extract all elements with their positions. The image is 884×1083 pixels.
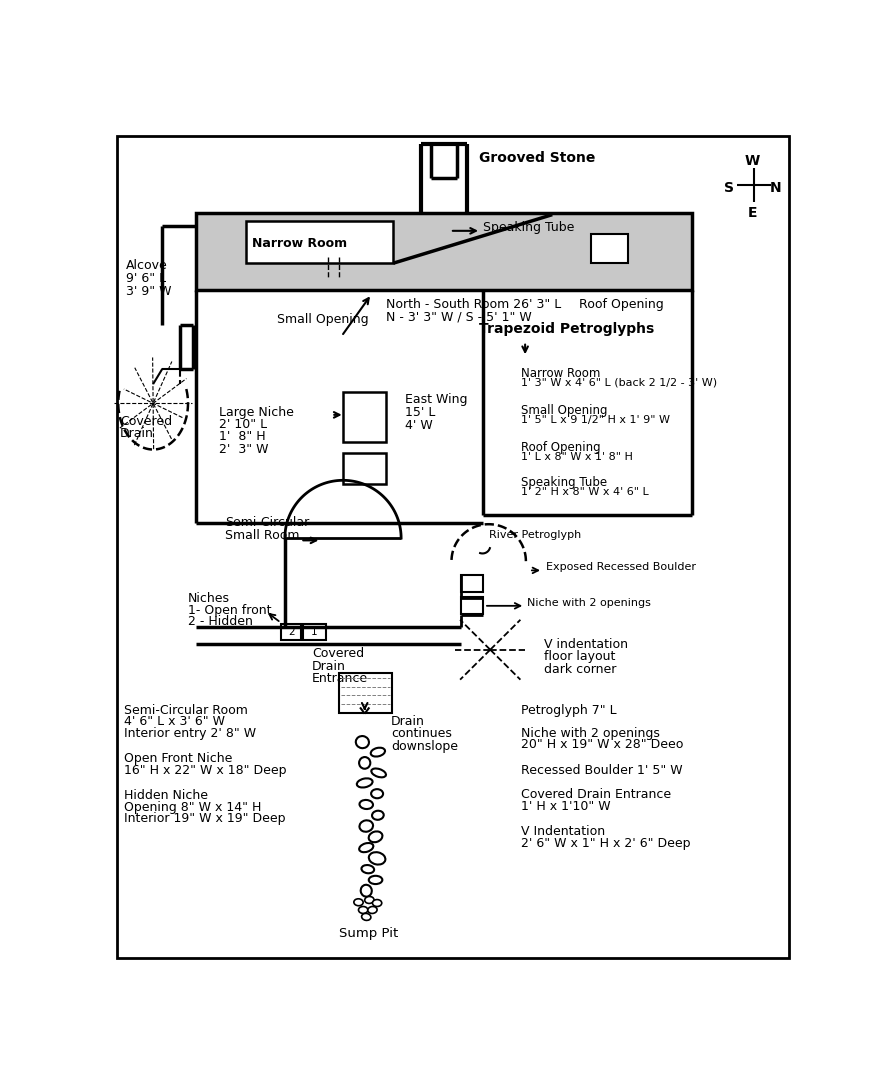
Text: 4' W: 4' W: [405, 419, 433, 432]
Text: 1' 5" L x 9 1/2" H x 1' 9" W: 1' 5" L x 9 1/2" H x 1' 9" W: [522, 415, 670, 425]
Ellipse shape: [372, 900, 382, 906]
Ellipse shape: [360, 800, 373, 809]
Text: E: E: [748, 206, 757, 220]
Text: 1' 3" W x 4' 6" L (back 2 1/2 - 3' W): 1' 3" W x 4' 6" L (back 2 1/2 - 3' W): [522, 378, 718, 388]
Bar: [246, 221, 393, 263]
Text: Covered: Covered: [120, 415, 171, 428]
Text: Hidden Niche: Hidden Niche: [125, 790, 209, 803]
Text: floor layout: floor layout: [545, 651, 616, 664]
Text: 1' 2" H x 8" W x 4' 6" L: 1' 2" H x 8" W x 4' 6" L: [522, 487, 649, 497]
Text: East Wing: East Wing: [405, 393, 468, 406]
Text: 2: 2: [288, 627, 294, 637]
Text: dark corner: dark corner: [545, 663, 617, 676]
Text: 2' 6" W x 1" H x 2' 6" Deep: 2' 6" W x 1" H x 2' 6" Deep: [522, 837, 690, 850]
Text: V indentation: V indentation: [545, 638, 629, 651]
Text: River Petroglyph: River Petroglyph: [489, 531, 581, 540]
Text: 2' 10" L: 2' 10" L: [219, 418, 267, 431]
Ellipse shape: [355, 736, 369, 748]
Text: Semi-Circular: Semi-Circular: [225, 517, 309, 530]
Text: Small Opening: Small Opening: [522, 404, 608, 417]
Text: North - South Room 26' 3" L: North - South Room 26' 3" L: [385, 298, 560, 311]
Text: Small Room: Small Room: [225, 529, 300, 542]
Text: 4' 6" L x 3' 6" W: 4' 6" L x 3' 6" W: [125, 715, 225, 728]
Text: 9' 6" L: 9' 6" L: [126, 272, 166, 285]
Text: 1' L x 8" W x 1' 8" H: 1' L x 8" W x 1' 8" H: [522, 452, 633, 461]
Text: Entrance: Entrance: [312, 673, 368, 686]
Ellipse shape: [369, 876, 383, 884]
Text: Petroglyph 7" L: Petroglyph 7" L: [522, 704, 617, 717]
Ellipse shape: [359, 906, 368, 913]
Ellipse shape: [371, 769, 386, 778]
Text: Trapezoid Petroglyphs: Trapezoid Petroglyphs: [478, 323, 654, 337]
Text: Covered: Covered: [312, 648, 364, 661]
Text: continues: continues: [391, 728, 452, 741]
Ellipse shape: [371, 790, 383, 798]
Bar: [461, 575, 483, 592]
Text: Alcove: Alcove: [126, 259, 168, 272]
Ellipse shape: [354, 899, 363, 905]
Ellipse shape: [362, 865, 374, 873]
Bar: [302, 624, 326, 640]
Text: Roof Opening: Roof Opening: [522, 441, 601, 454]
Ellipse shape: [359, 843, 373, 852]
Text: Covered Drain Entrance: Covered Drain Entrance: [522, 788, 671, 801]
Bar: [461, 597, 483, 614]
Text: 3' 9" W: 3' 9" W: [126, 285, 171, 298]
Text: Narrow Room: Narrow Room: [252, 237, 347, 250]
Text: 1: 1: [311, 627, 317, 637]
Ellipse shape: [365, 897, 374, 903]
Text: Open Front Niche: Open Front Niche: [125, 752, 232, 765]
Text: V Indentation: V Indentation: [522, 825, 606, 838]
Text: Roof Opening: Roof Opening: [579, 298, 664, 311]
Ellipse shape: [357, 779, 372, 787]
Text: 20" H x 19" W x 28" Deeo: 20" H x 19" W x 28" Deeo: [522, 739, 683, 752]
Bar: [343, 392, 385, 442]
Ellipse shape: [362, 913, 371, 921]
Bar: [195, 213, 692, 290]
Ellipse shape: [372, 811, 384, 820]
Text: 1' H x 1'10" W: 1' H x 1'10" W: [522, 800, 611, 813]
Text: Grooved Stone: Grooved Stone: [478, 151, 595, 165]
Text: Exposed Recessed Boulder: Exposed Recessed Boulder: [546, 562, 696, 572]
Text: Interior 19" W x 19" Deep: Interior 19" W x 19" Deep: [125, 812, 286, 825]
Text: Semi-Circular Room: Semi-Circular Room: [125, 704, 248, 717]
Ellipse shape: [368, 906, 377, 913]
Text: 16" H x 22" W x 18" Deep: 16" H x 22" W x 18" Deep: [125, 764, 287, 777]
Bar: [281, 624, 301, 640]
Ellipse shape: [369, 832, 383, 843]
Ellipse shape: [360, 820, 373, 832]
Text: downslope: downslope: [391, 740, 458, 753]
Text: Drain: Drain: [391, 715, 425, 728]
Text: 1- Open front: 1- Open front: [188, 603, 271, 616]
Text: Small Opening: Small Opening: [277, 313, 369, 326]
Bar: [339, 673, 392, 713]
Text: Interior entry 2' 8" W: Interior entry 2' 8" W: [125, 727, 256, 740]
Text: Drain: Drain: [312, 660, 346, 673]
Ellipse shape: [369, 852, 385, 864]
Text: Drain: Drain: [120, 427, 154, 440]
Text: Niche with 2 openings: Niche with 2 openings: [522, 727, 660, 740]
Bar: [343, 454, 385, 484]
Text: N: N: [770, 181, 781, 195]
Text: S: S: [724, 181, 734, 195]
Text: W: W: [744, 154, 760, 168]
Ellipse shape: [370, 747, 385, 757]
Text: 2'  3" W: 2' 3" W: [219, 443, 269, 456]
Text: Speaking Tube: Speaking Tube: [522, 477, 607, 490]
Text: Niche with 2 openings: Niche with 2 openings: [528, 598, 652, 608]
Text: Niches: Niches: [188, 592, 230, 605]
Text: Sump Pit: Sump Pit: [339, 927, 398, 940]
Text: Large Niche: Large Niche: [219, 406, 293, 419]
Text: Recessed Boulder 1' 5" W: Recessed Boulder 1' 5" W: [522, 764, 682, 777]
Ellipse shape: [361, 885, 372, 897]
Text: 2 - Hidden: 2 - Hidden: [188, 615, 253, 628]
Text: N - 3' 3" W / S - 5' 1" W: N - 3' 3" W / S - 5' 1" W: [385, 310, 531, 323]
Text: Speaking Tube: Speaking Tube: [483, 221, 574, 234]
Bar: [591, 234, 629, 263]
Text: Narrow Room: Narrow Room: [522, 367, 600, 380]
Ellipse shape: [359, 757, 370, 769]
Text: 1'  8" H: 1' 8" H: [219, 430, 265, 443]
Text: 15' L: 15' L: [405, 406, 436, 419]
Text: Opening 8" W x 14" H: Opening 8" W x 14" H: [125, 800, 262, 813]
